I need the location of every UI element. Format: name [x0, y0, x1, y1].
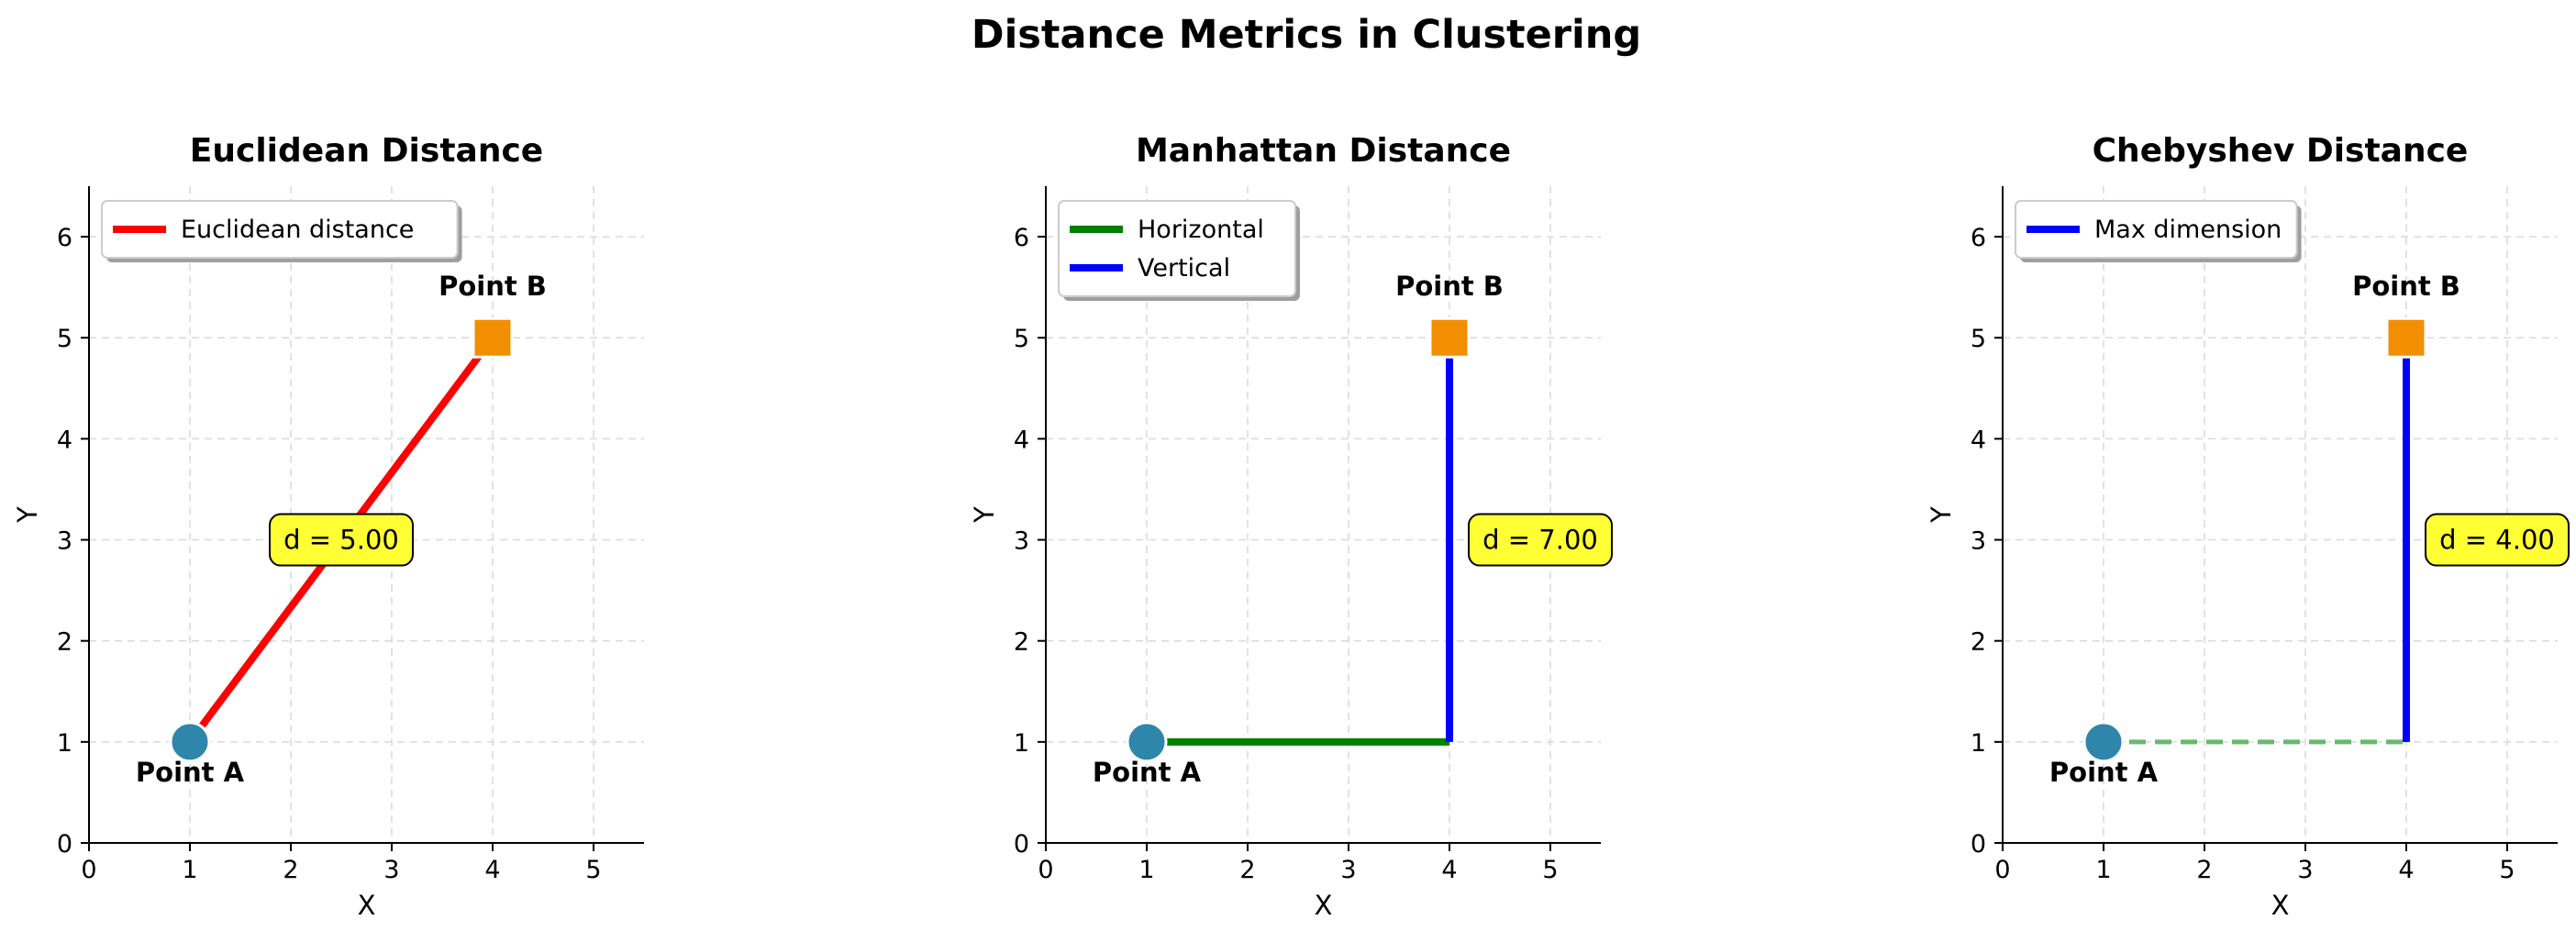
x-tick-label: 0 [1038, 856, 1053, 884]
y-axis-label: Y [1926, 506, 1957, 524]
y-tick-label: 1 [1014, 729, 1029, 758]
x-tick-label: 5 [1542, 856, 1558, 884]
y-axis-label: Y [969, 506, 1000, 524]
x-tick-label: 1 [182, 856, 197, 884]
y-tick-label: 6 [1014, 224, 1029, 252]
x-axis-label: X [1315, 890, 1333, 921]
x-tick-label: 3 [383, 856, 399, 884]
point-a-label: Point A [136, 757, 245, 788]
point-b-label: Point B [2352, 271, 2460, 302]
x-tick-label: 2 [2196, 856, 2212, 884]
x-tick-label: 5 [2499, 856, 2515, 884]
legend-entry: Horizontal [1138, 216, 1264, 244]
point-b-marker [1428, 316, 1471, 359]
y-tick-label: 4 [1014, 426, 1029, 454]
point-a-label: Point A [1093, 757, 1202, 788]
x-tick-label: 4 [2398, 856, 2414, 884]
y-tick-label: 0 [1014, 830, 1029, 859]
x-tick-label: 4 [1441, 856, 1457, 884]
legend-box [101, 200, 459, 259]
x-tick-label: 1 [2095, 856, 2111, 884]
y-tick-label: 6 [57, 224, 72, 252]
y-axis-label: Y [12, 506, 43, 524]
legend-entry: Euclidean distance [181, 216, 414, 244]
y-tick-label: 0 [57, 830, 72, 859]
point-b-label: Point B [439, 271, 547, 302]
y-tick-label: 4 [57, 426, 72, 454]
legend-entry: Max dimension [2094, 216, 2282, 244]
subplot-3: 0 1 2 3 4 5 0 1 2 3 4 5 6 X Y Chebyshev Distance Point A… [1926, 132, 2570, 921]
point-b-marker [472, 316, 514, 359]
distance-annotation: d = 7.00 [1482, 525, 1598, 556]
y-tick-label: 1 [1971, 729, 1986, 758]
distance-annotation-box [2425, 513, 2570, 567]
x-tick-label: 5 [585, 856, 601, 884]
distance-annotation: d = 4.00 [2439, 525, 2555, 556]
y-tick-label: 5 [57, 325, 72, 353]
x-tick-label: 0 [1994, 856, 2010, 884]
legend-box [2015, 200, 2298, 259]
y-tick-label: 2 [1014, 628, 1029, 657]
legend-box [1058, 200, 1296, 297]
x-axis-label: X [358, 890, 376, 921]
point-a-marker [169, 721, 211, 763]
point-a-marker [2082, 721, 2125, 763]
figure-title: Distance Metrics in Clustering [972, 12, 1641, 58]
legend-entry: Vertical [1138, 254, 1230, 283]
distance-annotation-box [269, 513, 414, 567]
subplot-title: Euclidean Distance [190, 132, 543, 170]
point-a-label: Point A [2049, 757, 2159, 788]
point-a-marker [1126, 721, 1168, 763]
subplot-title: Manhattan Distance [1136, 132, 1511, 170]
x-tick-label: 4 [484, 856, 500, 884]
panels: 0 1 2 3 4 5 0 1 2 3 4 5 6 X Y Euclidean Distance Point A… [12, 132, 2570, 921]
x-tick-label: 2 [283, 856, 298, 884]
distance-annotation-box [1468, 513, 1613, 567]
x-tick-label: 0 [81, 856, 96, 884]
y-tick-label: 0 [1971, 830, 1986, 859]
point-b-label: Point B [1395, 271, 1504, 302]
subplot-2: 0 1 2 3 4 5 0 1 2 3 4 5 6 X Y Manhattan Distance Point A… [969, 132, 1613, 921]
distance-annotation: d = 5.00 [283, 525, 399, 556]
y-tick-label: 5 [1971, 325, 1986, 353]
subplot-1: 0 1 2 3 4 5 0 1 2 3 4 5 6 X Y Euclidean Distance Point A… [12, 132, 644, 921]
y-tick-label: 3 [1014, 527, 1029, 556]
x-axis-label: X [2271, 890, 2290, 921]
x-tick-label: 3 [1340, 856, 1356, 884]
y-tick-label: 2 [1971, 628, 1986, 657]
x-tick-label: 3 [2297, 856, 2313, 884]
y-tick-label: 4 [1971, 426, 1986, 454]
x-tick-label: 2 [1239, 856, 1255, 884]
point-b-marker [2385, 316, 2427, 359]
y-tick-label: 5 [1014, 325, 1029, 353]
subplot-title: Chebyshev Distance [2093, 132, 2469, 170]
y-tick-label: 1 [57, 729, 72, 758]
y-tick-label: 3 [57, 527, 72, 556]
x-tick-label: 1 [1138, 856, 1154, 884]
y-tick-label: 3 [1971, 527, 1986, 556]
y-tick-label: 2 [57, 628, 72, 657]
y-tick-label: 6 [1971, 224, 1986, 252]
